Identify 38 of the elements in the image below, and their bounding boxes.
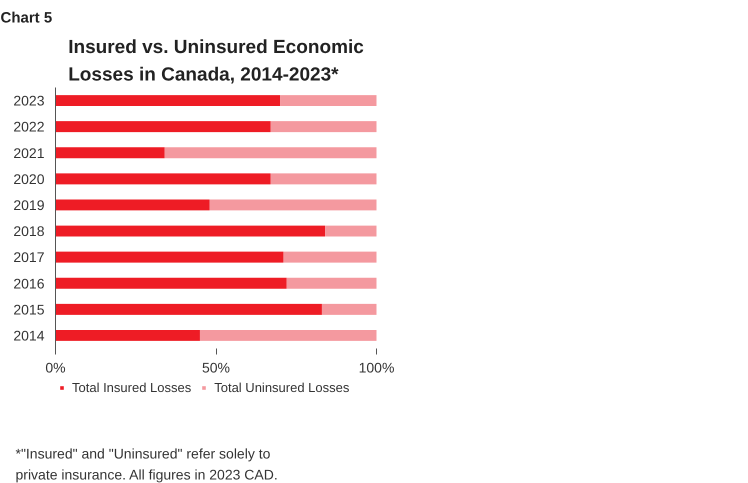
y-tick-label: 2018: [13, 223, 45, 240]
bar: [322, 304, 376, 315]
y-tick-label: 2020: [13, 170, 45, 187]
caption: Chart 5: [0, 10, 52, 26]
bar: [56, 121, 271, 132]
bar: [56, 330, 200, 341]
chart-title: Insured vs. Uninsured Economic Losses in Canada, 2014-2023*: [68, 37, 364, 86]
bar: [210, 199, 376, 210]
x-tick-label: 0%: [45, 360, 66, 376]
x-tick-label: 50%: [202, 360, 230, 376]
y-tick-label: 2022: [13, 118, 45, 135]
y-tick-label: 2019: [13, 196, 45, 213]
bar: [200, 330, 376, 341]
bar: [270, 173, 376, 184]
legend-label: Total Uninsured Losses: [214, 380, 350, 395]
y-tick-label: 2014: [13, 327, 45, 344]
bar: [286, 278, 376, 289]
bar: [56, 226, 326, 237]
bar: [56, 173, 271, 184]
bar: [56, 199, 210, 210]
text: *"Insured" and "Uninsured" refer solely to private insurance. All figures in 2023 CAD.: [16, 446, 278, 482]
legend-label: Total Insured Losses: [72, 380, 192, 395]
bar: [280, 95, 376, 106]
bar: [56, 278, 287, 289]
bar: [283, 252, 376, 263]
y-tick-label: 2023: [13, 92, 45, 109]
y-tick-label: 2015: [13, 301, 45, 318]
y-tick-label: 2016: [13, 275, 45, 292]
bar: [325, 226, 376, 237]
x-tick-label: 100%: [358, 360, 394, 376]
bar: [56, 304, 322, 315]
y-tick-label: 2021: [13, 144, 45, 161]
y-tick-label: 2017: [13, 249, 45, 266]
bar: [56, 95, 280, 106]
bar: [270, 121, 376, 132]
bar: [164, 147, 376, 158]
bar: [56, 252, 284, 263]
bar: [56, 147, 165, 158]
